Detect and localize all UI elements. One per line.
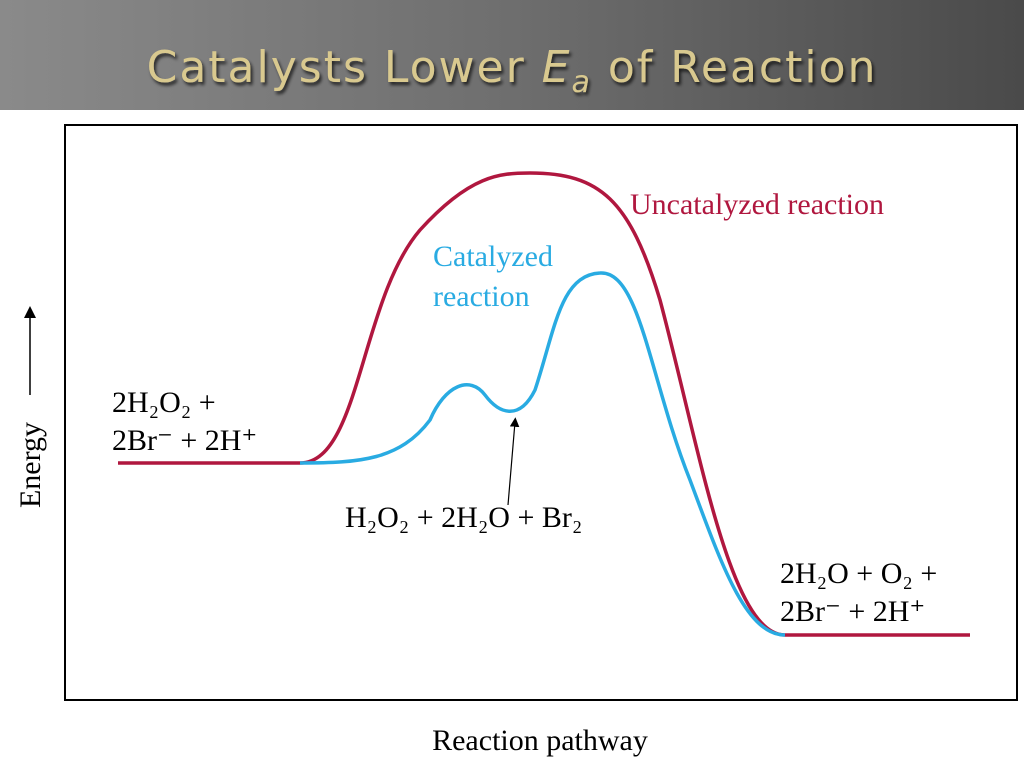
title-part: E: [542, 42, 572, 93]
title-part: a: [571, 65, 591, 100]
reactants-label: 2Br⁻ + 2H⁺: [112, 424, 257, 457]
intermediate-arrow: [507, 417, 520, 506]
slide-title: Catalysts Lower Ea of Reaction: [147, 42, 878, 100]
products-label: 2Br⁻ + 2H⁺: [780, 595, 925, 628]
products-label: 2H₂O + O₂ +: [780, 557, 937, 590]
catalyzed-curve: [299, 271, 786, 637]
reactants-label: 2H₂O₂ +: [112, 386, 216, 419]
catalyzed-label: reaction: [433, 280, 530, 313]
uncatalyzed-label: Uncatalyzed reaction: [630, 188, 884, 221]
catalyzed-label: Catalyzed: [433, 240, 553, 273]
title-part: of Reaction: [608, 42, 878, 93]
uncatalyzed-curve: [118, 171, 970, 637]
diagram-frame: [64, 124, 1018, 701]
header-band: [0, 0, 1024, 110]
intermediate-label: H₂O₂ + 2H₂O + Br₂: [345, 501, 582, 534]
x-axis-label: Reaction pathway: [432, 724, 648, 757]
y-axis-label: Energy: [14, 422, 47, 508]
title-part: Catalysts Lower: [147, 42, 526, 93]
